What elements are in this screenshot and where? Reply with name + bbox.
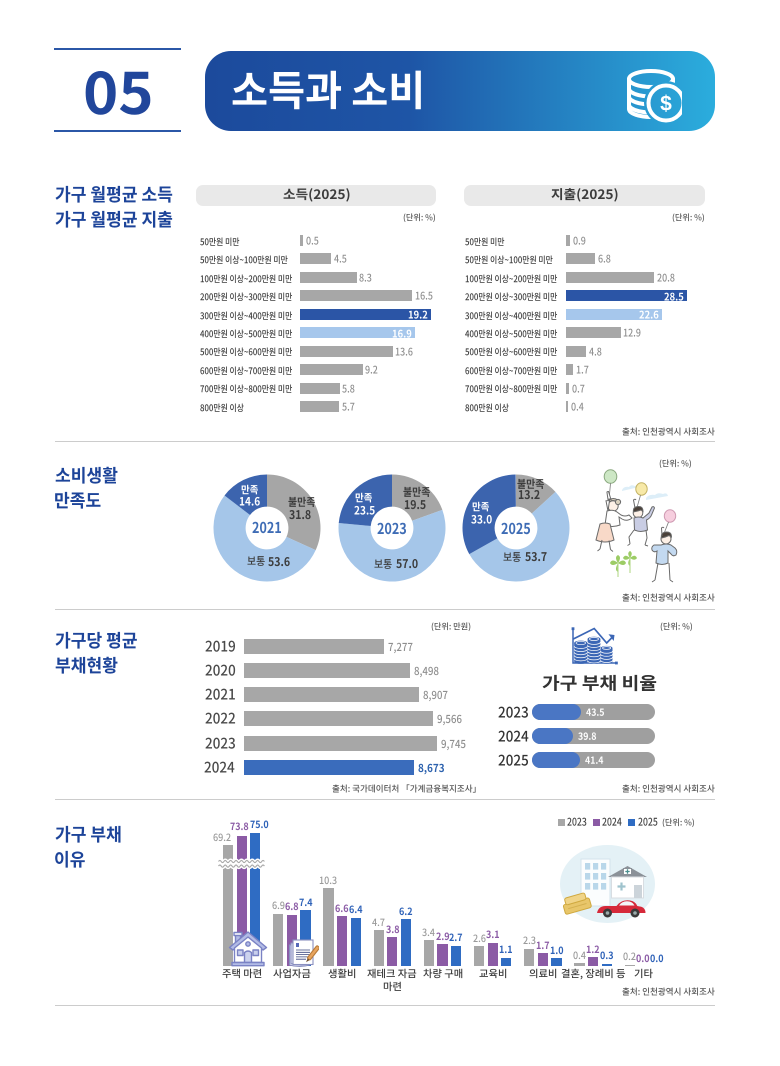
svg-text:$: $ <box>660 93 672 116</box>
